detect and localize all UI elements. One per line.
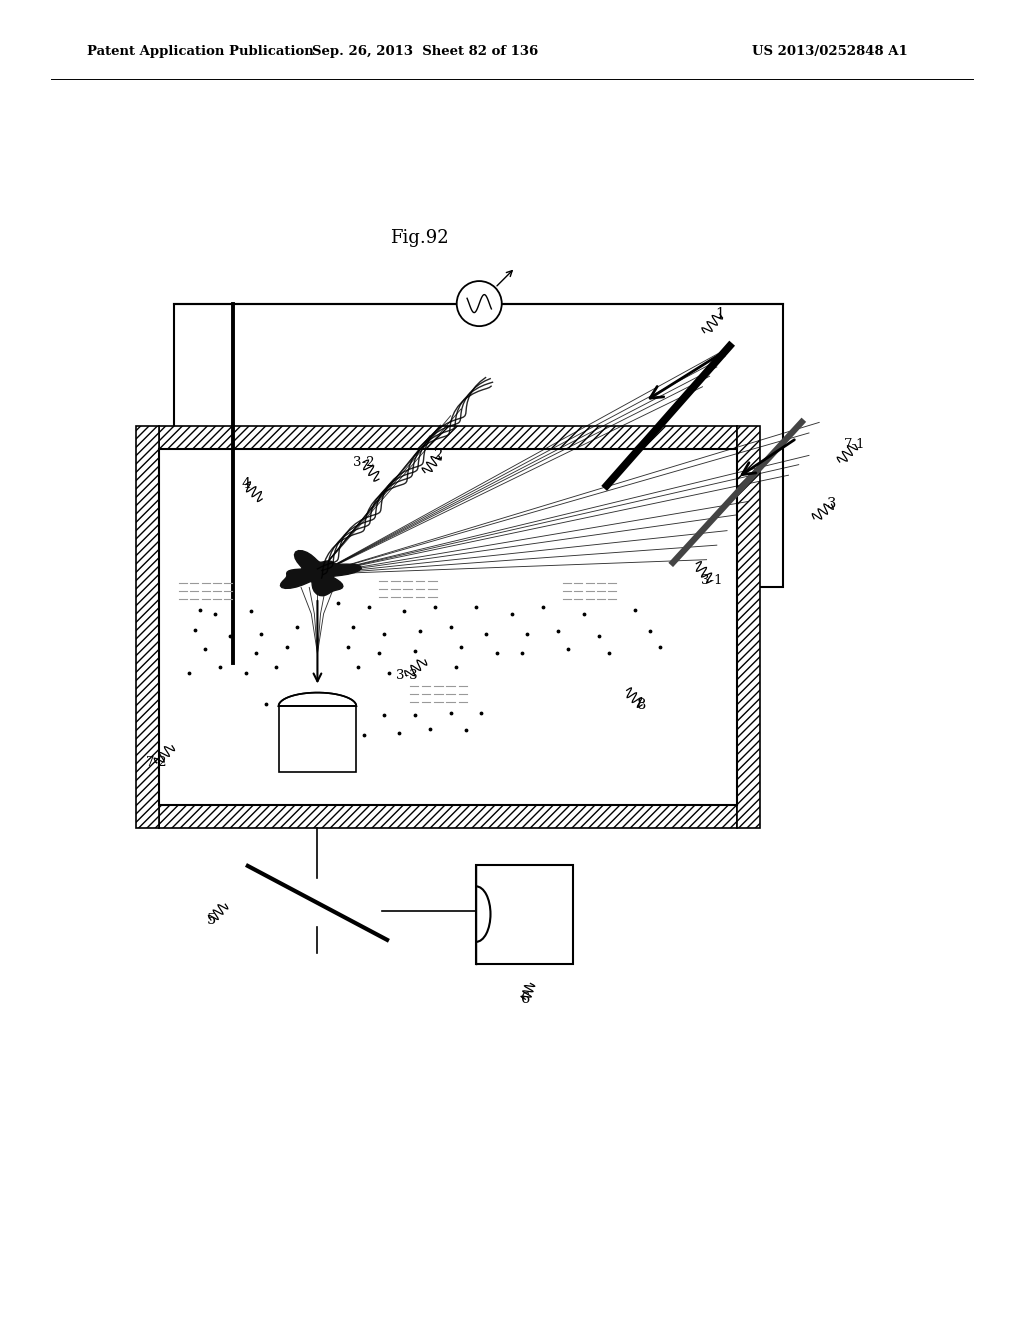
Text: 3-3: 3-3 [395, 669, 418, 682]
Text: 2: 2 [433, 449, 443, 462]
Text: Sep. 26, 2013  Sheet 82 of 136: Sep. 26, 2013 Sheet 82 of 136 [312, 45, 538, 58]
Text: 4: 4 [241, 478, 251, 491]
Text: Patent Application Publication: Patent Application Publication [87, 45, 313, 58]
Circle shape [457, 281, 502, 326]
Text: 7-1: 7-1 [845, 438, 865, 451]
Text: 1: 1 [716, 308, 724, 321]
Text: 8: 8 [637, 698, 647, 711]
Polygon shape [281, 550, 361, 595]
Bar [159, 449, 737, 805]
Bar [159, 805, 737, 828]
Bar [174, 304, 783, 587]
Bar [136, 426, 159, 828]
Text: US 2013/0252848 A1: US 2013/0252848 A1 [752, 45, 907, 58]
Text: 3-1: 3-1 [701, 574, 722, 587]
Bar [159, 426, 737, 449]
Text: 5: 5 [206, 913, 216, 927]
Text: 3: 3 [826, 498, 837, 511]
Bar [737, 426, 760, 828]
Polygon shape [279, 693, 356, 706]
Bar [476, 865, 573, 964]
Text: 3-2: 3-2 [353, 455, 374, 469]
Bar [279, 706, 356, 772]
Text: 7-2: 7-2 [146, 756, 167, 770]
Text: 6: 6 [520, 993, 530, 1006]
Text: Fig.92: Fig.92 [390, 228, 450, 247]
